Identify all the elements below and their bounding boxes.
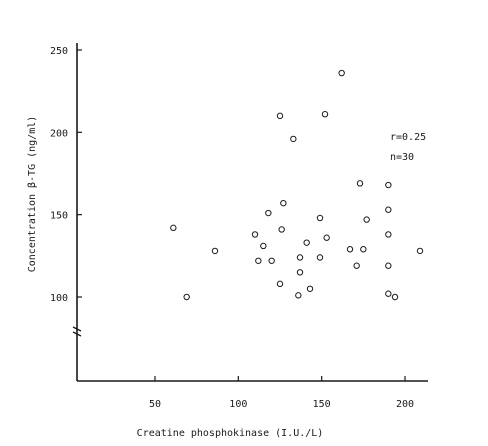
data-point (385, 262, 392, 269)
chart-axes (72, 43, 428, 382)
data-point (296, 254, 304, 261)
sample-size-annotation: n=30 (390, 152, 414, 163)
data-point (316, 254, 324, 261)
x-axis-label: Creatine phosphokinase (I.U./L) (137, 428, 324, 439)
data-points (170, 69, 424, 301)
data-point (385, 181, 392, 189)
data-point (268, 257, 275, 264)
data-point (276, 112, 284, 120)
data-point (316, 214, 324, 222)
data-point (346, 246, 354, 253)
data-point (183, 293, 190, 301)
data-point (356, 180, 364, 187)
data-point (360, 246, 367, 253)
data-point (265, 209, 272, 217)
data-point (295, 292, 302, 299)
y-axis-ticks: 100 150 200 250 (50, 46, 82, 304)
x-tick-label: 100 (229, 399, 247, 410)
data-point (276, 280, 284, 288)
data-point (290, 135, 297, 143)
data-point (251, 231, 259, 238)
y-tick-label: 200 (50, 128, 68, 139)
data-point (303, 239, 310, 246)
data-point (391, 293, 399, 301)
data-point (280, 199, 287, 207)
data-point (321, 111, 329, 118)
data-point (363, 216, 370, 223)
data-point (385, 231, 392, 238)
data-point (278, 226, 285, 233)
x-tick-label: 50 (149, 399, 161, 410)
data-point (306, 285, 314, 292)
correlation-annotation: r=0.25 (390, 132, 426, 143)
x-tick-label: 150 (313, 399, 331, 410)
y-tick-label: 250 (50, 46, 68, 57)
data-point (353, 262, 360, 269)
data-point (260, 242, 267, 250)
y-axis-break-mark (72, 326, 82, 337)
y-tick-label: 150 (50, 211, 68, 222)
data-point (338, 69, 345, 77)
data-point (170, 224, 177, 232)
data-point (323, 234, 330, 241)
y-tick-label: 100 (50, 293, 68, 304)
x-axis-ticks: 50 100 150 200 (149, 376, 414, 410)
data-point (211, 247, 219, 255)
y-axis-label: Concentration β-TG (ng/ml) (27, 116, 38, 273)
data-point (296, 269, 304, 276)
data-point (385, 290, 392, 297)
data-point (255, 257, 262, 264)
data-point (385, 206, 392, 213)
data-point (416, 247, 424, 255)
x-tick-label: 200 (396, 399, 414, 410)
